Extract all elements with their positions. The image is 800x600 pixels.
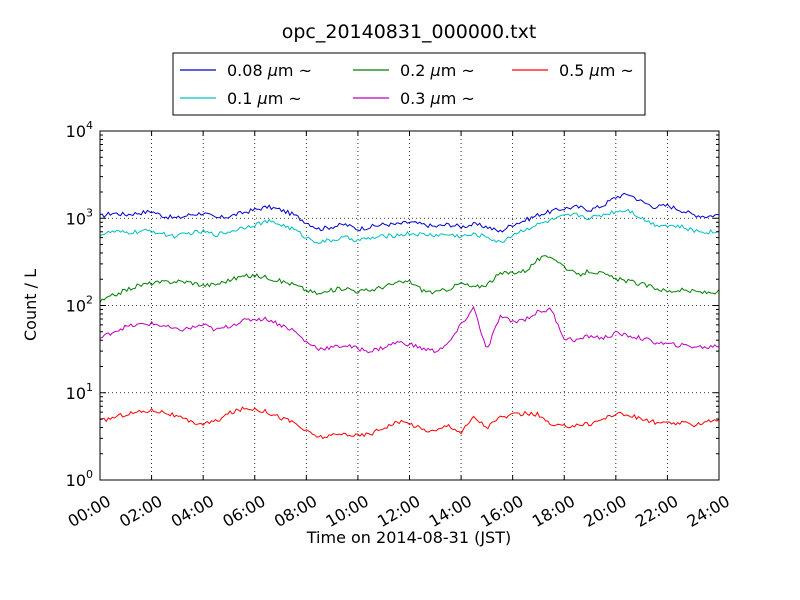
legend-entry: 0.3 μm ~: [400, 89, 475, 108]
x-tick-label: 02:00: [116, 491, 165, 531]
x-axis-label: Time on 2014-08-31 (JST): [306, 528, 511, 547]
x-tick-label: 00:00: [65, 491, 114, 531]
x-tick-label: 14:00: [426, 491, 475, 531]
y-tick-label: 104: [66, 119, 93, 141]
x-tick-label: 10:00: [322, 491, 371, 531]
x-tick-label: 18:00: [529, 491, 578, 531]
legend-box: [172, 52, 646, 116]
y-tick-label: 101: [66, 381, 93, 403]
y-tick-label: 100: [66, 468, 93, 490]
chart-title: opc_20140831_000000.txt: [282, 21, 537, 43]
x-tick-label: 06:00: [219, 491, 268, 531]
x-tick-label: 08:00: [271, 491, 320, 531]
x-tick-label: 22:00: [632, 491, 681, 531]
x-tick-label: 24:00: [684, 491, 733, 531]
series-line-1: [99, 208, 720, 245]
series-line-3: [99, 305, 720, 354]
legend-entry: 0.1 μm ~: [227, 89, 302, 108]
x-tick-label: 12:00: [374, 491, 423, 531]
y-axis: 100 101 102 103 104: [66, 119, 719, 490]
series-line-0: [99, 192, 720, 233]
legend-entry: 0.5 μm ~: [559, 61, 634, 80]
x-tick-label: 20:00: [580, 491, 629, 531]
series-line-4: [99, 406, 720, 440]
x-axis: 00:00 02:00 04:00 06:00 08:00 10:00 12:00 14:00…: [65, 131, 733, 531]
series-line-2: [99, 255, 720, 303]
series-lines: [99, 192, 720, 440]
y-axis-label: Count / L: [21, 269, 40, 341]
y-tick-label: 103: [66, 206, 93, 228]
legend-entry: 0.2 μm ~: [400, 61, 475, 80]
x-tick-label: 16:00: [477, 491, 526, 531]
legend: 0.08 μm ~ 0.1 μm ~ 0.2 μm ~ 0.3 μm ~ 0.5 μm …: [172, 52, 646, 116]
y-tick-label: 102: [66, 294, 93, 316]
grid: [100, 131, 719, 480]
legend-entry: 0.08 μm ~: [227, 61, 312, 80]
x-tick-label: 04:00: [168, 491, 217, 531]
